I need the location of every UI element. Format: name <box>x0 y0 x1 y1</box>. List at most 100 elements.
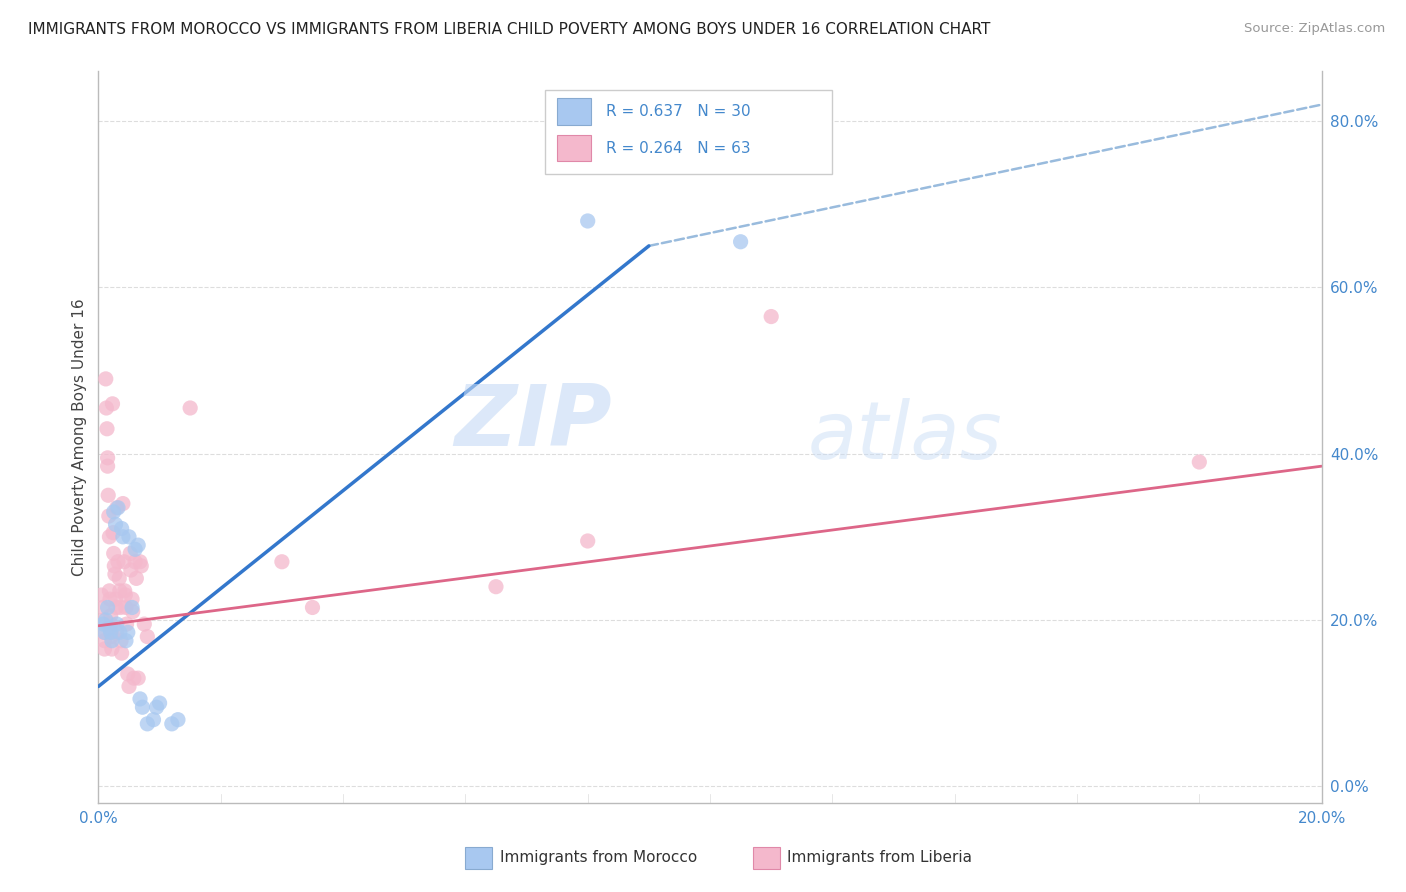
Text: IMMIGRANTS FROM MOROCCO VS IMMIGRANTS FROM LIBERIA CHILD POVERTY AMONG BOYS UNDE: IMMIGRANTS FROM MOROCCO VS IMMIGRANTS FR… <box>28 22 990 37</box>
Text: Source: ZipAtlas.com: Source: ZipAtlas.com <box>1244 22 1385 36</box>
Point <box>103 546 125 560</box>
Point <box>129 555 152 569</box>
Point <box>122 671 145 685</box>
Point <box>98 530 121 544</box>
Point <box>136 716 159 731</box>
Point <box>131 700 153 714</box>
Point <box>100 630 122 644</box>
Point <box>576 214 599 228</box>
Point <box>94 613 117 627</box>
Text: Immigrants from Liberia: Immigrants from Liberia <box>787 850 972 865</box>
Point <box>114 588 136 602</box>
Point <box>93 642 115 657</box>
Point <box>96 401 118 415</box>
Point <box>96 422 118 436</box>
Point <box>94 372 117 386</box>
Bar <box>465 847 492 869</box>
Point <box>125 571 148 585</box>
Point <box>98 583 121 598</box>
Point <box>101 642 124 657</box>
Point <box>114 583 136 598</box>
Point <box>108 625 131 640</box>
Point <box>121 600 143 615</box>
Point <box>112 555 135 569</box>
Point <box>1188 455 1211 469</box>
Point <box>127 671 149 685</box>
Bar <box>557 98 592 125</box>
Point <box>118 530 141 544</box>
Point <box>93 625 115 640</box>
Point <box>101 633 124 648</box>
Text: R = 0.264   N = 63: R = 0.264 N = 63 <box>606 141 751 156</box>
Point <box>105 625 128 640</box>
Point <box>124 555 146 569</box>
Point <box>105 500 128 515</box>
Point <box>127 538 149 552</box>
Point <box>111 530 134 544</box>
Point <box>100 617 122 632</box>
Text: R = 0.637   N = 30: R = 0.637 N = 30 <box>606 104 751 120</box>
Point <box>98 621 121 635</box>
Point <box>97 459 120 474</box>
Point <box>100 625 122 640</box>
Point <box>134 617 156 632</box>
Point <box>118 680 141 694</box>
Point <box>93 633 115 648</box>
Text: Immigrants from Morocco: Immigrants from Morocco <box>499 850 697 865</box>
Point <box>91 600 114 615</box>
Y-axis label: Child Poverty Among Boys Under 16: Child Poverty Among Boys Under 16 <box>72 298 87 576</box>
Point <box>759 310 782 324</box>
Point <box>145 700 167 714</box>
Point <box>101 525 124 540</box>
Point <box>104 567 127 582</box>
Point <box>179 401 201 415</box>
Point <box>97 488 120 502</box>
Text: ZIP: ZIP <box>454 381 612 464</box>
Bar <box>752 847 780 869</box>
Point <box>136 630 159 644</box>
Text: atlas: atlas <box>808 398 1002 476</box>
FancyBboxPatch shape <box>546 90 832 174</box>
Point <box>97 600 120 615</box>
Point <box>90 588 112 602</box>
Point <box>149 696 172 710</box>
Point <box>107 500 129 515</box>
Point <box>121 605 143 619</box>
Point <box>485 580 508 594</box>
Point <box>104 517 127 532</box>
Point <box>111 497 134 511</box>
Point <box>129 558 152 573</box>
Point <box>160 716 183 731</box>
Point <box>97 450 120 465</box>
Point <box>107 555 129 569</box>
Point <box>115 633 138 648</box>
Point <box>108 583 131 598</box>
Point <box>101 397 124 411</box>
Point <box>117 667 139 681</box>
Point <box>111 521 134 535</box>
Point <box>115 617 138 632</box>
Point <box>301 600 323 615</box>
Point <box>91 613 114 627</box>
Point <box>93 625 115 640</box>
Point <box>91 617 114 632</box>
Point <box>270 555 292 569</box>
Point <box>142 713 165 727</box>
Bar <box>557 135 592 161</box>
Point <box>105 617 128 632</box>
Point <box>103 505 125 519</box>
Point <box>120 546 142 560</box>
Point <box>730 235 752 249</box>
Point <box>110 633 132 648</box>
Point <box>576 533 599 548</box>
Point <box>105 600 128 615</box>
Point <box>115 600 138 615</box>
Point <box>100 625 122 640</box>
Point <box>124 542 146 557</box>
Point <box>103 558 125 573</box>
Point <box>121 592 143 607</box>
Point <box>111 646 134 660</box>
Point <box>167 713 190 727</box>
Point <box>129 692 152 706</box>
Point <box>108 571 131 585</box>
